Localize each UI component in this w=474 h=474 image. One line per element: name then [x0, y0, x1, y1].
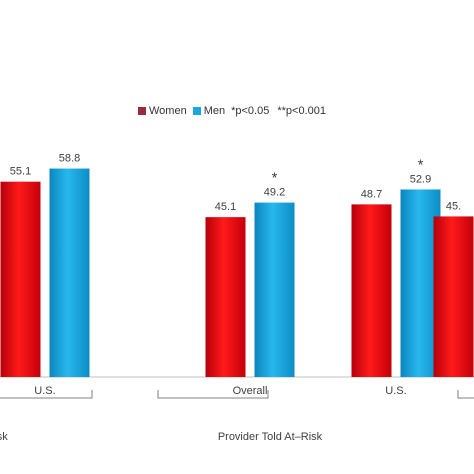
- bar-men-us-0: [49, 168, 90, 377]
- legend-label-men: Men: [203, 105, 226, 117]
- category-label: U.S.: [385, 385, 406, 397]
- legend-swatch-men: [192, 107, 201, 115]
- bar-women-overall-1: [205, 217, 246, 377]
- legend-note-p05: *p<0.05: [231, 105, 270, 117]
- value-label: 52.9: [410, 173, 431, 185]
- group-bracket: [157, 390, 269, 399]
- legend-item-men: Men: [192, 105, 226, 117]
- significance-mark: *: [272, 170, 278, 187]
- legend-item-women: Women: [138, 105, 187, 117]
- group-label: At-Risk: [0, 431, 8, 443]
- category-label: Overall: [233, 385, 268, 397]
- value-label: 45.1: [215, 201, 236, 213]
- category-label: U.S.: [34, 385, 55, 397]
- group-bracket: [457, 390, 474, 399]
- group-bracket: [0, 390, 93, 399]
- legend: Women Men *p<0.05 **p<0.001: [138, 105, 334, 117]
- legend-swatch-women: [138, 107, 146, 115]
- legend-note-p001: **p<0.001: [277, 105, 326, 117]
- bar-women-us-0: [0, 181, 41, 377]
- bar-men-overall-1: [254, 202, 295, 377]
- significance-mark: *: [418, 156, 424, 173]
- value-label: 49.2: [264, 187, 285, 199]
- legend-label-women: Women: [149, 105, 187, 117]
- group-label: Provider Told At–Risk: [218, 431, 323, 443]
- bar-women-us-1: [351, 204, 392, 377]
- bar-women-partial-2: [433, 216, 474, 377]
- value-label: 45.: [446, 200, 461, 212]
- value-label: 58.8: [59, 153, 80, 165]
- value-label: 55.1: [10, 166, 31, 178]
- value-label: 48.7: [361, 188, 382, 200]
